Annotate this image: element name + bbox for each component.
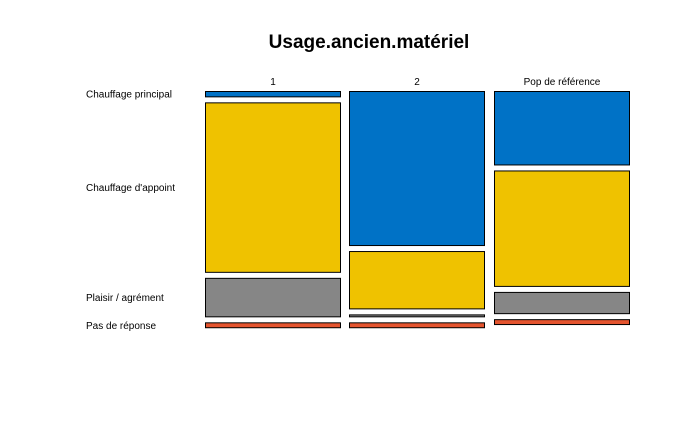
row-labels: Chauffage principal Chauffage d'appoint Pl…: [86, 90, 175, 332]
tile-1-chauffage-principal: [205, 91, 341, 98]
row-label-plaisir-agrement: Plaisir / agrément: [86, 293, 164, 304]
tile-1-plaisir-agrement: [205, 277, 341, 318]
row-label-chauffage-d-appoint: Chauffage d'appoint: [86, 183, 175, 194]
column-label-1: 1: [270, 77, 276, 88]
chart-title: Usage.ancien.matériel: [269, 32, 470, 53]
tile-pop-de-reference-plaisir-agrement: [494, 291, 630, 315]
column-label-pop-de-reference: Pop de référence: [524, 77, 601, 88]
row-label-pas-de-reponse: Pas de réponse: [86, 321, 156, 332]
tile-pop-de-reference-chauffage-principal: [494, 91, 630, 166]
row-label-chauffage-principal: Chauffage principal: [86, 90, 172, 101]
tile-1-chauffage-d-appoint: [205, 102, 341, 273]
tile-2-plaisir-agrement: [349, 314, 485, 318]
mosaic-tiles: [205, 91, 630, 329]
tile-2-chauffage-principal: [349, 91, 485, 247]
column-label-2: 2: [414, 77, 420, 88]
tile-pop-de-reference-chauffage-d-appoint: [494, 170, 630, 287]
tile-2-chauffage-d-appoint: [349, 251, 485, 310]
tile-pop-de-reference-pas-de-reponse: [494, 319, 630, 326]
column-labels: 1 2 Pop de référence: [270, 77, 601, 88]
tile-2-pas-de-reponse: [349, 322, 485, 329]
tile-1-pas-de-reponse: [205, 322, 341, 329]
